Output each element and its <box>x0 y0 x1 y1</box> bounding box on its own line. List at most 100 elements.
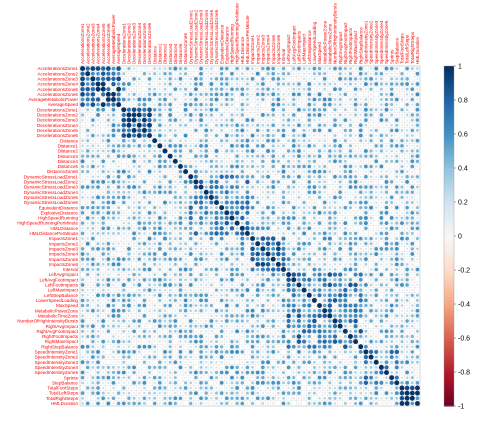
correlation-cell-59-62 <box>401 371 403 374</box>
correlation-cell-51-31 <box>240 329 244 333</box>
correlation-cell-9-1 <box>86 113 89 116</box>
correlation-cell-42-21 <box>188 283 193 287</box>
correlation-cell-49-33 <box>251 320 254 322</box>
correlation-cell-1-0 <box>80 71 85 76</box>
column-label: ImpactsZone3 <box>260 34 265 64</box>
correlation-cell-12-26 <box>215 129 218 132</box>
correlation-cell-54-44 <box>307 344 312 349</box>
correlation-cell-53-2 <box>91 339 95 344</box>
correlation-cell-15-56 <box>370 145 372 147</box>
correlation-cell-15-13 <box>147 143 152 148</box>
correlation-cell-17-58 <box>381 155 382 157</box>
correlation-cell-28-64 <box>410 210 415 215</box>
correlation-cell-20-29 <box>230 170 234 174</box>
correlation-cell-3-43 <box>303 83 306 85</box>
correlation-cell-10-27 <box>220 118 223 122</box>
correlation-cell-45-25 <box>210 299 213 302</box>
correlation-cell-42-37 <box>271 283 275 287</box>
correlation-cell-5-35 <box>261 92 265 97</box>
correlation-cell-17-17 <box>167 153 173 159</box>
correlation-cell-64-58 <box>380 397 383 400</box>
correlation-cell-64-49 <box>333 396 337 400</box>
correlation-cell-42-61 <box>395 283 399 287</box>
correlation-cell-60-33 <box>251 376 254 379</box>
correlation-cell-52-36 <box>266 334 270 339</box>
correlation-cell-52-10 <box>132 335 136 338</box>
correlation-cell-6-36 <box>267 98 269 101</box>
correlation-cell-38-39 <box>281 262 286 267</box>
correlation-cell-45-22 <box>194 299 198 302</box>
correlation-cell-50-33 <box>250 324 255 328</box>
correlation-cell-60-30 <box>235 376 239 380</box>
correlation-cell-7-16 <box>163 103 167 107</box>
correlation-cell-25-27 <box>220 196 224 199</box>
correlation-cell-7-14 <box>153 103 156 106</box>
correlation-cell-42-44 <box>307 283 312 287</box>
correlation-cell-50-47 <box>322 324 327 328</box>
correlation-cell-27-18 <box>174 206 177 209</box>
correlation-cell-24-18 <box>173 190 177 194</box>
correlation-cell-35-43 <box>302 247 306 251</box>
correlation-cell-60-45 <box>313 376 316 379</box>
correlation-cell-59-33 <box>250 370 255 375</box>
correlation-cell-61-58 <box>379 380 384 385</box>
correlation-cell-35-63 <box>406 247 409 250</box>
correlation-cell-63-56 <box>369 391 373 395</box>
correlation-cell-53-6 <box>111 339 116 344</box>
correlation-cell-5-31 <box>240 92 245 97</box>
correlation-cell-63-31 <box>241 392 244 395</box>
correlation-cell-5-50 <box>338 92 342 96</box>
correlation-cell-5-54 <box>360 93 362 95</box>
correlation-cell-52-14 <box>153 335 156 338</box>
correlation-cell-64-64 <box>409 395 415 401</box>
correlation-cell-45-65 <box>415 298 419 302</box>
correlation-cell-36-59 <box>385 253 388 256</box>
correlation-cell-58-3 <box>96 365 100 369</box>
correlation-cell-59-64 <box>411 371 414 374</box>
correlation-cell-14-22 <box>194 139 197 142</box>
correlation-cell-9-31 <box>240 113 244 117</box>
correlation-cell-4-58 <box>379 87 383 91</box>
correlation-cell-61-64 <box>410 381 414 385</box>
correlation-cell-58-18 <box>174 366 177 369</box>
correlation-cell-5-12 <box>143 93 146 96</box>
correlation-cell-65-24 <box>205 402 208 405</box>
correlation-cell-12-4 <box>102 130 104 131</box>
correlation-cell-55-44 <box>307 350 311 354</box>
correlation-cell-5-25 <box>209 92 214 97</box>
correlation-cell-1-51 <box>344 72 347 75</box>
correlation-cell-43-55 <box>364 289 367 292</box>
correlation-cell-61-5 <box>107 381 110 384</box>
correlation-cell-63-38 <box>277 391 280 395</box>
correlation-cell-2-31 <box>240 77 244 81</box>
correlation-cell-16-15 <box>158 149 162 153</box>
correlation-cell-22-6 <box>111 180 116 184</box>
correlation-cell-13-1 <box>86 134 90 137</box>
correlation-cell-31-45 <box>313 227 316 230</box>
correlation-cell-22-29 <box>231 181 233 183</box>
correlation-cell-0-44 <box>307 67 311 70</box>
correlation-cell-42-50 <box>338 283 343 287</box>
correlation-cell-63-9 <box>127 391 131 395</box>
correlation-cell-13-55 <box>364 134 367 137</box>
correlation-cell-3-22 <box>194 82 198 86</box>
correlation-cell-65-32 <box>246 402 249 405</box>
correlation-cell-15-63 <box>405 144 409 148</box>
correlation-cell-45-63 <box>405 298 409 302</box>
correlation-cell-40-55 <box>364 273 368 277</box>
correlation-cell-9-19 <box>179 113 182 117</box>
correlation-cell-64-41 <box>292 397 295 400</box>
correlation-cell-36-23 <box>199 252 203 256</box>
correlation-cell-3-58 <box>379 82 383 86</box>
correlation-cell-58-4 <box>101 365 105 369</box>
correlation-cell-13-26 <box>214 133 219 138</box>
column-label: LeftAvgImpact <box>286 34 291 64</box>
correlation-cell-1-11 <box>138 72 140 75</box>
correlation-cell-25-56 <box>369 195 373 200</box>
correlation-cell-13-24 <box>204 133 208 138</box>
correlation-cell-60-2 <box>91 376 95 380</box>
correlation-cell-51-64 <box>411 330 414 333</box>
correlation-cell-18-26 <box>215 159 218 163</box>
correlation-cell-44-39 <box>282 294 285 297</box>
correlation-cell-23-33 <box>251 185 255 189</box>
